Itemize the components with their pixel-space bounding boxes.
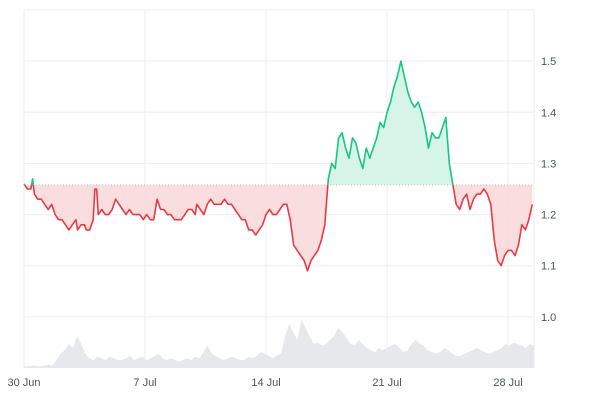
volume-series (24, 320, 534, 368)
y-axis: 1.0 1.1 1.2 1.3 1.4 1.5 (541, 56, 556, 324)
y-tick-label: 1.4 (541, 107, 556, 119)
price-fill-below-baseline (24, 184, 533, 271)
y-tick-label: 1.3 (541, 158, 556, 170)
x-tick-label: 21 Jul (372, 377, 401, 389)
price-line (23, 60, 534, 272)
x-tick-label: 7 Jul (133, 377, 156, 389)
y-tick-label: 1.2 (541, 210, 556, 222)
volume-area (24, 320, 534, 368)
price-fill-above-baseline (24, 61, 533, 185)
x-tick-label: 30 Jun (7, 377, 40, 389)
price-line-down (23, 184, 534, 272)
x-tick-label: 28 Jul (493, 377, 522, 389)
y-tick-label: 1.1 (541, 261, 556, 273)
x-tick-label: 14 Jul (251, 377, 280, 389)
y-tick-label: 1.5 (541, 56, 556, 68)
y-tick-label: 1.0 (541, 312, 556, 324)
x-axis: 30 Jun 7 Jul 14 Jul 21 Jul 28 Jul (7, 377, 522, 389)
price-fill (24, 61, 533, 271)
price-line-up (23, 60, 454, 185)
